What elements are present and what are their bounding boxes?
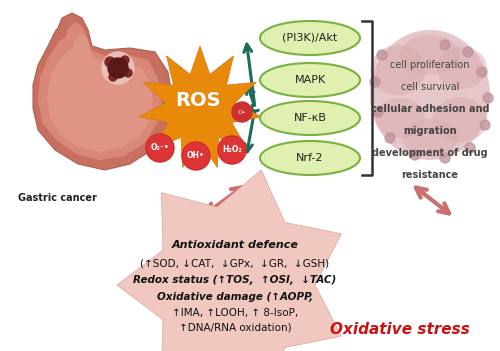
Circle shape [146, 134, 174, 162]
Circle shape [377, 50, 387, 60]
Polygon shape [117, 170, 342, 351]
Circle shape [385, 133, 395, 143]
Circle shape [477, 67, 487, 77]
Text: H₂O₂: H₂O₂ [222, 146, 242, 154]
Circle shape [105, 57, 115, 67]
Text: Nrf-2: Nrf-2 [296, 153, 324, 163]
Text: resistance: resistance [402, 170, 458, 180]
Text: OH•: OH• [187, 152, 205, 160]
Circle shape [232, 102, 252, 122]
Circle shape [183, 143, 209, 169]
Polygon shape [33, 13, 172, 170]
Text: ↑IMA, ↑LOOH, ↑ 8-IsoP,: ↑IMA, ↑LOOH, ↑ 8-IsoP, [172, 308, 298, 318]
Polygon shape [38, 22, 162, 160]
Text: development of drug: development of drug [372, 148, 488, 158]
Ellipse shape [400, 35, 460, 75]
Ellipse shape [260, 101, 360, 135]
Ellipse shape [432, 98, 488, 143]
Text: NF-κB: NF-κB [294, 113, 326, 123]
Text: Gastric cancer: Gastric cancer [18, 193, 97, 203]
Circle shape [219, 137, 245, 163]
Circle shape [147, 135, 173, 161]
Text: MAPK: MAPK [294, 75, 326, 85]
Circle shape [440, 40, 450, 50]
Ellipse shape [437, 47, 487, 89]
Circle shape [218, 136, 246, 164]
Circle shape [465, 143, 475, 153]
Circle shape [121, 56, 129, 64]
Ellipse shape [375, 98, 425, 138]
Polygon shape [138, 46, 262, 167]
Text: Redox status (↑TOS,  ↑OSI,  ↓TAC): Redox status (↑TOS, ↑OSI, ↓TAC) [134, 275, 336, 285]
Ellipse shape [260, 21, 360, 55]
Text: Antioxidant defence: Antioxidant defence [172, 240, 298, 250]
Circle shape [373, 107, 383, 117]
Text: ↑DNA/RNA oxidation): ↑DNA/RNA oxidation) [178, 323, 292, 333]
Circle shape [410, 150, 420, 160]
Ellipse shape [260, 141, 360, 175]
Text: (PI3K)/Akt: (PI3K)/Akt [282, 33, 338, 43]
Ellipse shape [370, 30, 490, 160]
Ellipse shape [260, 63, 360, 97]
Ellipse shape [402, 119, 458, 157]
Polygon shape [47, 34, 153, 152]
Circle shape [108, 58, 128, 78]
Text: O•: O• [238, 110, 246, 114]
Text: ROS: ROS [175, 91, 221, 110]
Text: (↑SOD, ↓CAT,  ↓GPx,  ↓GR,  ↓GSH): (↑SOD, ↓CAT, ↓GPx, ↓GR, ↓GSH) [140, 258, 330, 268]
Circle shape [109, 73, 117, 81]
Circle shape [483, 93, 493, 103]
Text: cellular adhesion and: cellular adhesion and [371, 104, 489, 114]
Text: O₂⁻•: O₂⁻• [150, 144, 170, 152]
Text: Oxidative damage (↑AOPP,: Oxidative damage (↑AOPP, [157, 292, 313, 302]
Circle shape [124, 69, 132, 77]
Circle shape [463, 47, 473, 57]
Text: Oxidative stress: Oxidative stress [330, 323, 470, 338]
Circle shape [102, 52, 134, 84]
Text: migration: migration [403, 126, 457, 136]
Circle shape [370, 77, 380, 87]
Text: cell proliferation: cell proliferation [390, 60, 470, 70]
Ellipse shape [370, 45, 426, 95]
Circle shape [182, 142, 210, 170]
Circle shape [440, 153, 450, 163]
Text: cell survival: cell survival [401, 82, 459, 92]
Circle shape [480, 120, 490, 130]
